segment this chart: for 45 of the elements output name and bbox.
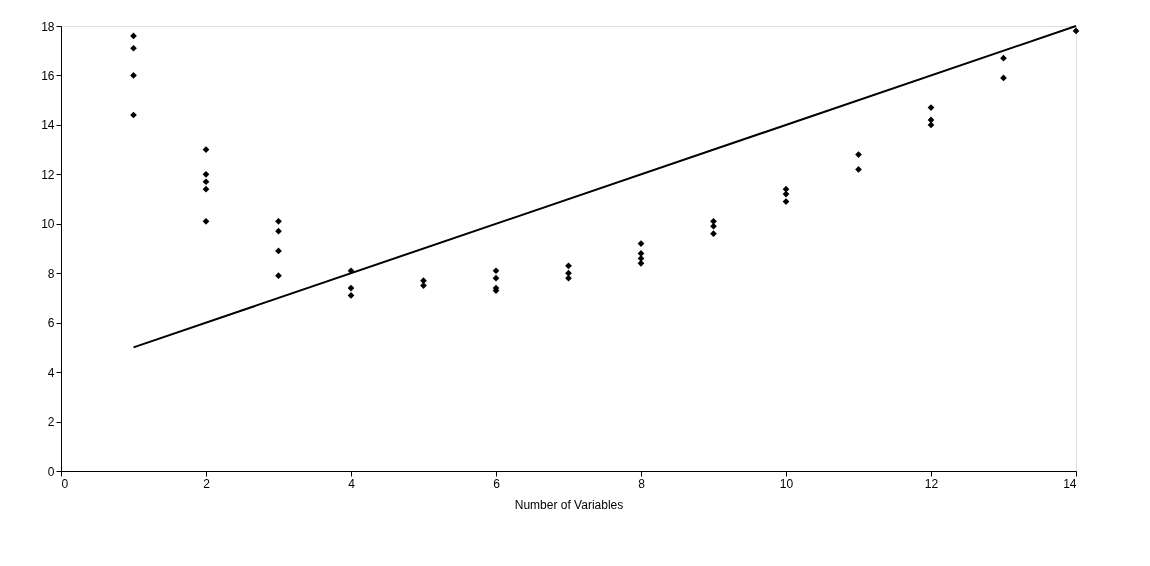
x-tick-label: 2 — [203, 476, 211, 491]
y-tick-label: 4 — [47, 365, 55, 380]
point — [565, 274, 572, 282]
point — [275, 227, 282, 235]
point — [710, 222, 717, 230]
x-tick-label: 10 — [779, 476, 794, 491]
point — [927, 116, 935, 124]
point — [855, 151, 862, 158]
point — [202, 185, 210, 193]
point — [202, 217, 210, 225]
point — [710, 230, 717, 238]
point — [130, 72, 137, 79]
y-tick-label: 14 — [41, 118, 55, 133]
x-tick-label: 6 — [493, 476, 501, 491]
point — [202, 170, 210, 178]
point — [1072, 27, 1080, 35]
x-axis-title: Number of Variables — [514, 497, 624, 512]
x-tick-label: 8 — [638, 476, 646, 491]
point — [927, 121, 935, 129]
point — [347, 284, 355, 292]
point — [855, 166, 862, 173]
x-tick-label: 0 — [61, 476, 69, 491]
y-tick-label: 8 — [47, 266, 55, 281]
y-tick-label: 0 — [47, 464, 55, 479]
point — [420, 282, 427, 289]
x-tick-label: 12 — [924, 476, 939, 491]
x-tick-label: 4 — [348, 476, 356, 491]
y-tick-label: 6 — [47, 316, 55, 331]
point — [275, 217, 282, 225]
point — [782, 190, 790, 198]
point — [565, 262, 572, 270]
point — [420, 277, 427, 284]
x-tick-label: 14 — [1063, 476, 1077, 491]
y-tick-label: 18 — [41, 19, 55, 34]
y-tick-label: 12 — [41, 167, 55, 182]
point — [275, 272, 282, 280]
point — [710, 217, 717, 225]
point — [492, 267, 500, 275]
y-tick-label: 2 — [47, 415, 55, 430]
point — [130, 44, 137, 52]
point — [565, 269, 572, 277]
y-tick-label: 16 — [41, 68, 55, 83]
point — [492, 274, 500, 282]
y-tick-label: 10 — [41, 217, 55, 232]
point — [202, 178, 210, 186]
